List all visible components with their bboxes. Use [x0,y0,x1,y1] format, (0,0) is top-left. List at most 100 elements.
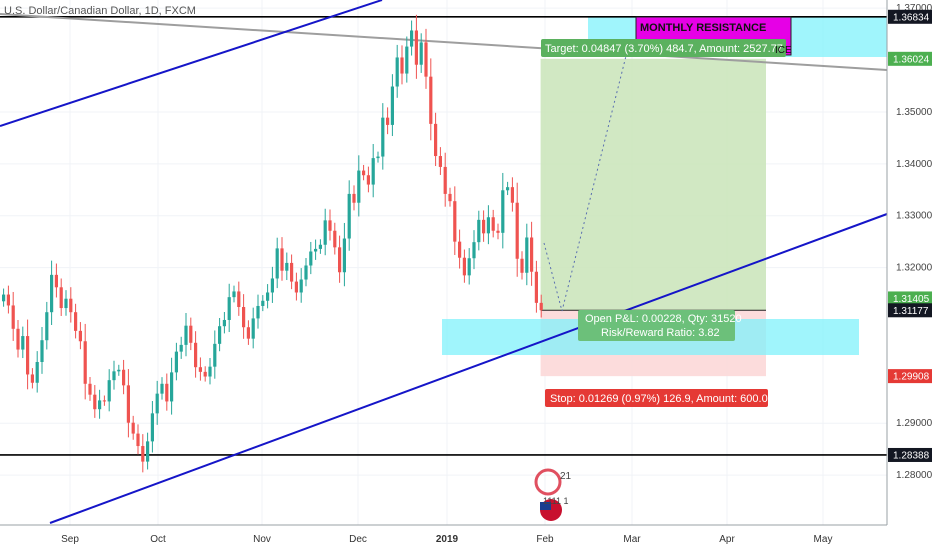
x-tick-label: Dec [349,534,367,545]
stop-label-box [545,389,768,407]
candle-body [410,30,414,47]
candle-body [366,175,370,185]
x-tick-label: Nov [253,534,271,545]
x-tick-label: Oct [150,534,166,545]
candle-body [472,242,476,259]
time-axis-panel [0,525,932,550]
target-label-box [541,39,786,57]
price-label-box [888,291,932,306]
candle-body [424,42,428,77]
candle-body [16,328,20,350]
candle-body [486,217,490,234]
candle-body [170,372,174,402]
resistance-sub-label: ICE [775,45,792,56]
y-tick-label: 1.35000 [896,107,932,118]
x-tick-label: Feb [536,534,554,545]
candle-body [501,190,505,233]
candle-body [160,383,164,394]
candle-body [6,294,10,306]
candle-body [122,369,126,386]
candle-body [405,46,409,74]
candle-body [179,344,183,352]
pnl-label: Open P&L: 0.00228, Qty: 31520 [585,313,742,325]
candle-body [304,265,308,280]
candle-body [275,248,279,279]
price-label: 1.29908 [893,372,930,383]
candle-body [131,422,135,434]
candle-body [136,433,140,447]
flag-icon [540,502,551,510]
lower-channel-line [49,213,888,524]
candle-body [218,326,222,344]
candle-body [232,291,236,298]
candle-body [352,193,356,203]
candle-body [400,57,404,74]
candle-body [323,220,327,245]
candle-body [50,274,54,313]
candle-body [11,305,15,329]
price-label: 1.28388 [893,450,930,461]
candle-body [251,318,255,339]
candle-body [141,446,145,462]
candle-body [342,238,346,273]
candle-body [491,217,495,231]
x-tick-label: 2019 [436,534,459,545]
price-label-box [888,369,932,384]
candle-body [222,319,226,327]
resistance-label: MONTHLY RESISTANCE [640,22,766,34]
candle-body [318,244,322,249]
y-tick-label: 1.29000 [896,418,932,429]
candle-body [534,271,538,303]
y-tick-label: 1.33000 [896,211,932,222]
candle-body [309,251,313,266]
flag-icon [534,468,562,496]
candle-body [198,367,202,372]
watermark-text: 1111 1 [543,496,569,506]
candle-body [510,187,514,203]
candle-body [314,248,318,252]
candle-body [434,123,438,157]
candle-body [390,86,394,125]
candle-body [525,237,529,273]
x-tick-label: Apr [719,534,735,545]
chart-title: U.S. Dollar/Canadian Dollar, 1D, FXCM [4,5,196,17]
candle-body [21,336,25,350]
y-tick-label: 1.28000 [896,470,932,481]
candle-body [386,117,390,125]
price-label: 1.36024 [893,54,930,65]
x-tick-label: May [814,534,833,545]
annotations: MONTHLY RESISTANCE Target: 0.04847 (3.70%… [534,16,792,521]
candle-body [477,219,481,243]
candle-body [83,341,87,384]
candle-body [146,441,150,462]
candle-body [362,170,366,176]
candle-body [184,325,188,345]
upper-channel-line [0,0,383,127]
candle-body [539,302,543,311]
candle-body [376,156,380,159]
price-axis-panel [887,0,932,550]
candle-body [112,371,116,381]
candle-body [98,400,102,410]
candle-body [530,237,534,272]
candle-body [194,342,198,368]
candle-body [59,287,63,309]
candle-body [45,312,49,341]
candle-body [333,230,337,248]
price-label-box [888,447,932,462]
candle-body [438,156,442,167]
candle-body [453,201,457,242]
candle-body [338,247,342,273]
x-tick-label: Mar [623,534,641,545]
candle-body [165,383,169,402]
candle-body [102,400,106,402]
y-tick-label: 1.34000 [896,159,932,170]
candle-body [458,241,462,258]
candle-body [261,300,265,306]
candle-body [208,366,212,377]
candle-body [496,230,500,233]
candle-body [74,312,78,331]
projection-path [543,51,628,312]
